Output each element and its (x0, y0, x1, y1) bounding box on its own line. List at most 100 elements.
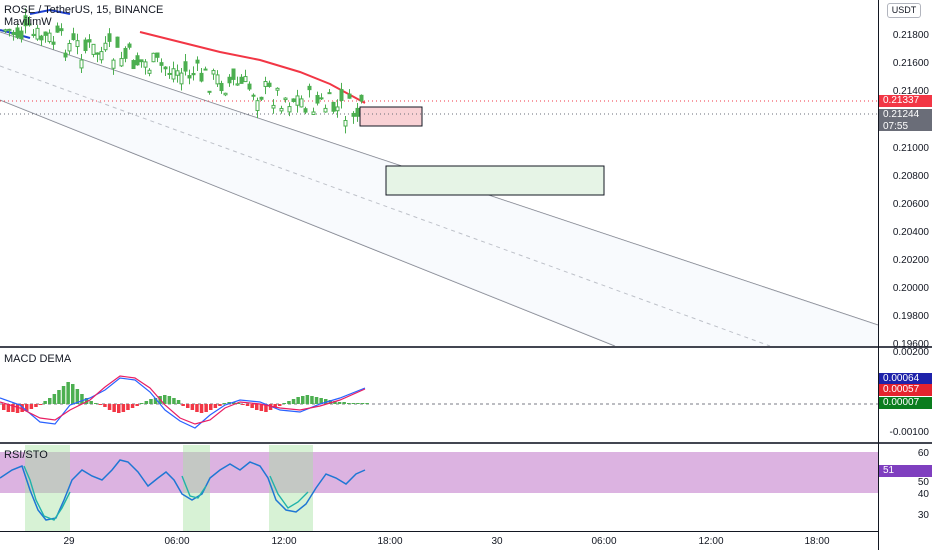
chart-canvas[interactable] (0, 0, 878, 550)
pane-separator-macd[interactable] (0, 346, 932, 348)
time-tick: 06:00 (164, 536, 190, 547)
macd-hist-bar (34, 404, 38, 407)
price-tick: 0.20600 (892, 199, 929, 210)
macd-hist-bar (38, 404, 43, 405)
current-price-tag-gray: 0.21244 07:55 (879, 109, 932, 132)
macd-hist-bar (112, 404, 116, 412)
macd-hist-bar (52, 394, 57, 404)
rsi-tick: 50 (917, 477, 929, 488)
macd-hist-bar (98, 404, 103, 405)
time-tick: 18:00 (804, 536, 830, 547)
macd-hist-bar (29, 404, 34, 409)
macd-title[interactable]: MACD DEMA (4, 353, 72, 365)
macd-hist-bar (75, 389, 80, 404)
macd-hist-bar (209, 404, 213, 410)
macd-hist-bar (213, 404, 218, 408)
long-zone-box[interactable] (385, 165, 605, 196)
sto-line-2 (181, 475, 207, 499)
macd-hist-bar (130, 404, 135, 408)
short-zone-box[interactable] (359, 106, 423, 127)
candle-body (67, 42, 72, 52)
macd-hist-bar (121, 404, 126, 412)
candle-body (19, 30, 24, 40)
macd-hist-bar (356, 403, 360, 404)
candle-body (327, 92, 332, 95)
candle-body (131, 60, 136, 70)
candle-body (183, 61, 188, 72)
channel-mid-line[interactable] (0, 65, 771, 347)
macd-hist-bar (250, 404, 254, 408)
candle-body (291, 98, 296, 102)
macd-hist-bar (6, 404, 11, 412)
rsi-title[interactable]: RSI/STO (4, 449, 48, 461)
candle-body (119, 58, 124, 67)
sto-line-3 (269, 475, 309, 509)
macd-hist-bar (135, 404, 139, 406)
candle-body (47, 32, 52, 43)
candle-body (255, 100, 260, 112)
pane-separator-rsi[interactable] (0, 442, 932, 444)
macd-hist-bar (296, 397, 300, 404)
candle-body (159, 62, 164, 66)
price-tick: 0.19600 (892, 339, 929, 350)
macd-hist-bar (287, 401, 291, 404)
price-tick: 0.21400 (892, 86, 929, 97)
macd-hist-bar (43, 401, 47, 404)
macd-hist-bar (80, 394, 84, 404)
macd-hist-bar (278, 404, 282, 406)
macd-hist-bar (241, 404, 245, 405)
macd-hist-bar (337, 402, 342, 404)
macd-hist-bar (181, 404, 185, 406)
candle-body (83, 39, 88, 52)
candle-body (179, 72, 184, 85)
macd-hist-bar (71, 384, 75, 404)
channel-lower-line[interactable] (0, 99, 616, 347)
macd-hist-bar (167, 396, 172, 404)
candle-body (135, 55, 140, 66)
candle-body (339, 89, 344, 101)
candle-body (111, 59, 116, 69)
candle-body (171, 68, 176, 80)
symbol-title[interactable]: ROSE / TetherUS, 15, BINANCE (4, 4, 164, 16)
price-tick: 0.20200 (892, 255, 929, 266)
current-price-tag-red: 0.21337 (879, 95, 932, 107)
candle-body (63, 52, 68, 58)
candle-body (299, 98, 304, 108)
macd-hist-bar (20, 404, 24, 412)
bar-countdown: 07:55 (883, 121, 909, 132)
candle-body (163, 66, 168, 70)
macd-hist-bar (66, 382, 70, 404)
macd-hist-bar (282, 403, 287, 404)
candle-body (167, 72, 172, 75)
candles-group (3, 8, 364, 134)
price-tick: 0.21800 (892, 30, 929, 41)
macd-hist-bar (291, 399, 296, 404)
candle-body (35, 27, 40, 40)
currency-button[interactable]: USDT (887, 3, 921, 18)
macd-hist-bar (57, 390, 61, 404)
macd-hist-bar (107, 404, 112, 410)
macd-hist-bar (365, 403, 369, 404)
candle-body (79, 59, 84, 69)
candle-body (239, 76, 244, 84)
candle-body (259, 96, 264, 100)
macd-hist-bar (84, 398, 89, 404)
candle-body (51, 41, 56, 45)
macd-hist-bar (333, 401, 337, 404)
candle-body (107, 33, 112, 42)
rsi-tick: 60 (917, 448, 929, 459)
time-tick: 29 (63, 536, 75, 547)
candle-body (215, 74, 220, 85)
price-axis[interactable]: 0.21800 0.21600 0.21400 0.21000 0.20800 … (878, 0, 932, 550)
ma-indicator-title[interactable]: MavilimW (4, 16, 52, 28)
candle-body (303, 108, 308, 113)
candle-body (351, 112, 356, 117)
candle-body (147, 69, 152, 74)
price-tick: 0.19800 (892, 311, 929, 322)
macd-hist-bar (11, 404, 15, 412)
price-tick: 0.21000 (892, 143, 929, 154)
candle-body (3, 29, 8, 32)
macd-hist-bar (176, 400, 181, 404)
candle-body (267, 82, 272, 87)
